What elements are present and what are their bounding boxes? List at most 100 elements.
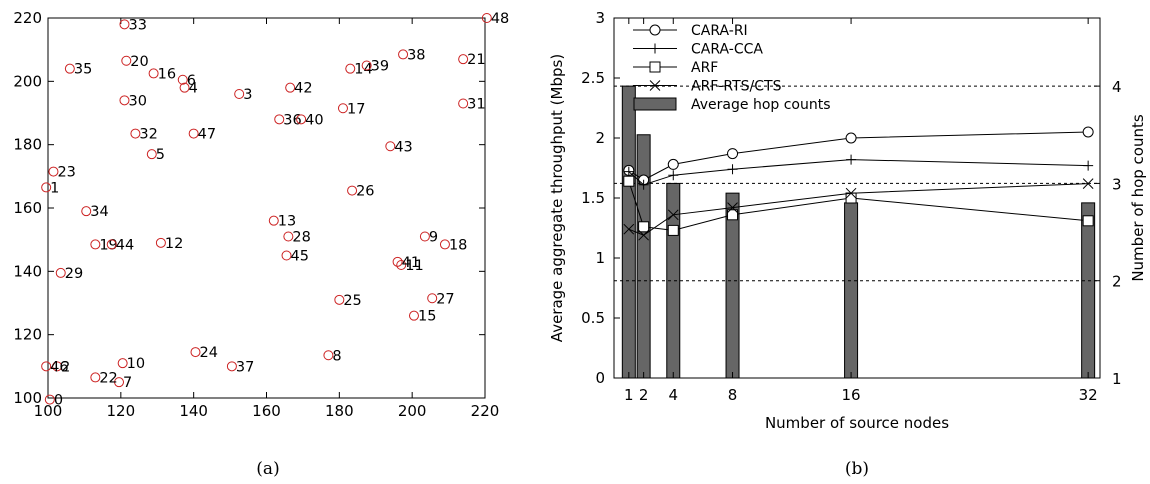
node-label-22: 22 — [99, 370, 117, 386]
scatter-plot-frame — [47, 17, 486, 399]
hop-count-reference-lines — [614, 85, 1100, 282]
series-point-CARA-CCA — [623, 166, 634, 177]
node-marker-30 — [119, 95, 130, 106]
node-marker-35 — [64, 63, 75, 74]
legend-marker-CARA-CCA — [650, 43, 660, 54]
node-marker-16 — [148, 68, 159, 79]
x-axis-label: Number of source nodes — [765, 414, 949, 432]
legend-marker-CARA-RI — [649, 24, 661, 36]
node-label-31: 31 — [467, 97, 485, 113]
node-marker-1 — [41, 182, 52, 193]
y-tick-label: 100 — [13, 389, 42, 407]
y-tick-label: 1 — [595, 249, 605, 267]
node-label-13: 13 — [278, 214, 296, 230]
legend-label-CARA-RI: CARA-RI — [691, 23, 748, 39]
x-tick-label: 2 — [639, 386, 649, 404]
node-marker-25 — [334, 294, 345, 305]
node-label-48: 48 — [491, 11, 509, 27]
node-marker-43 — [385, 141, 396, 152]
node-label-35: 35 — [74, 62, 92, 78]
series-point-ARF-RTS/CTS — [667, 209, 679, 221]
node-label-16: 16 — [158, 66, 176, 82]
node-marker-23 — [48, 166, 59, 177]
node-label-24: 24 — [199, 345, 217, 361]
node-label-42: 42 — [294, 81, 312, 97]
y-axis-label: Average aggregate throughput (Mbps) — [548, 54, 566, 342]
y-tick-label: 2 — [595, 129, 605, 147]
series-point-CARA-CCA — [846, 154, 857, 165]
series-point-ARF-RTS/CTS — [623, 223, 635, 235]
node-marker-11 — [396, 260, 407, 270]
legend-label-CARA-CCA: CARA-CCA — [691, 42, 763, 58]
hop-count-bar — [621, 85, 636, 379]
y2-tick-label: 1 — [1112, 370, 1122, 388]
node-marker-39 — [361, 60, 372, 71]
node-marker-10 — [117, 358, 128, 369]
series-point-CARA-RI — [1082, 126, 1094, 138]
node-label-45: 45 — [291, 249, 309, 265]
y-tick-label: 120 — [13, 326, 42, 344]
node-label-8: 8 — [332, 348, 341, 364]
node-marker-6 — [177, 74, 188, 85]
node-label-38: 38 — [407, 47, 425, 63]
y-tick-label: 2.5 — [581, 69, 605, 87]
x-tick-label: 16 — [842, 386, 861, 404]
node-label-20: 20 — [130, 54, 148, 70]
hop-count-bar — [725, 192, 740, 379]
series-point-ARF-RTS/CTS — [845, 187, 857, 199]
x-tick-label: 180 — [325, 402, 354, 420]
node-label-11: 11 — [405, 258, 423, 274]
chart-legend: CARA-RI CARA-CCA ARF ARF-RTS/CTS Average hop… — [633, 23, 831, 113]
node-marker-32 — [130, 128, 141, 139]
node-marker-27 — [427, 293, 438, 304]
series-point-ARF — [1082, 215, 1094, 227]
hop-count-bar — [1081, 202, 1096, 379]
series-point-ARF — [667, 224, 679, 236]
node-label-12: 12 — [165, 236, 183, 252]
y-tick-label: 0 — [595, 369, 605, 387]
series-line-CARA-CCA — [628, 159, 1089, 186]
node-marker-46 — [41, 361, 52, 372]
node-marker-4 — [179, 82, 190, 93]
node-label-5: 5 — [156, 147, 165, 163]
node-label-44: 44 — [116, 237, 134, 253]
node-marker-17 — [337, 103, 348, 114]
x-tick-label: 200 — [398, 402, 427, 420]
legend-marker-ARF-RTS/CTS — [649, 80, 661, 91]
node-label-40: 40 — [305, 112, 323, 128]
series-point-ARF-RTS/CTS — [727, 202, 738, 213]
legend-label-ARF: ARF — [691, 60, 718, 76]
node-label-41: 41 — [402, 255, 420, 271]
node-marker-28 — [283, 231, 294, 242]
node-label-37: 37 — [236, 359, 254, 375]
node-marker-0 — [44, 394, 55, 405]
series-point-CARA-CCA — [1083, 160, 1094, 171]
hop-count-bar — [844, 202, 859, 379]
node-label-6: 6 — [187, 73, 196, 89]
x-tick-label: 160 — [252, 402, 281, 420]
series-point-CARA-CCA — [727, 164, 738, 175]
node-label-0: 0 — [54, 393, 63, 409]
node-label-2: 2 — [61, 359, 70, 375]
node-marker-13 — [268, 215, 279, 226]
series-point-CARA-CCA — [638, 179, 649, 190]
node-label-33: 33 — [128, 17, 146, 33]
throughput-series — [623, 126, 1094, 241]
series-point-ARF-RTS/CTS — [1082, 178, 1094, 189]
x-tick-label: 100 — [34, 402, 63, 420]
node-label-39: 39 — [371, 59, 389, 75]
node-marker-5 — [146, 149, 157, 160]
node-marker-18 — [439, 239, 450, 250]
x-tick-label: 8 — [728, 386, 738, 404]
legend-label-ARF-RTS/CTS: ARF-RTS/CTS — [691, 79, 782, 95]
x-tick-label: 140 — [179, 402, 208, 420]
node-marker-22 — [90, 372, 101, 383]
x-tick-label: 32 — [1079, 386, 1098, 404]
node-marker-8 — [323, 350, 334, 361]
caption-b: (b) — [845, 459, 869, 479]
node-label-7: 7 — [123, 375, 132, 391]
